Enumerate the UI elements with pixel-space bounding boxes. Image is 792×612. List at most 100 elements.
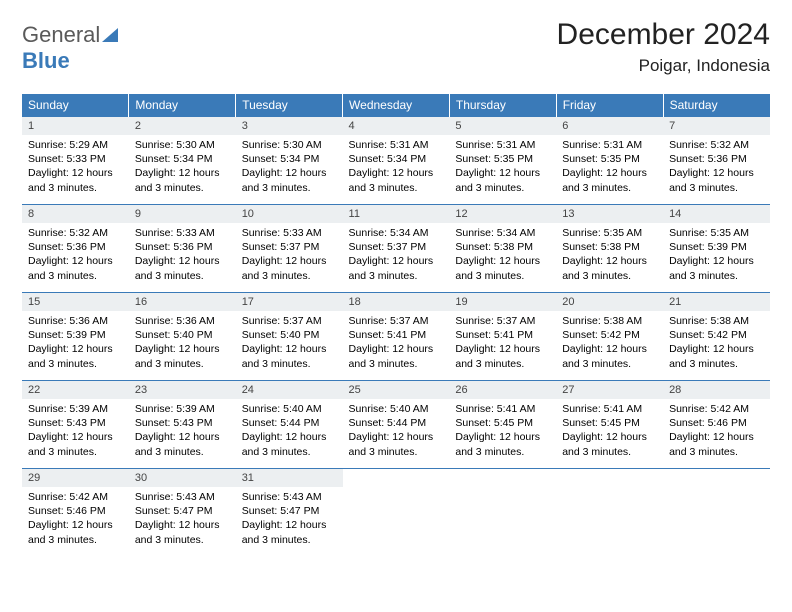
- day-content: Sunrise: 5:41 AMSunset: 5:45 PMDaylight:…: [556, 399, 663, 463]
- sunrise-line: Sunrise: 5:37 AM: [349, 314, 444, 328]
- daylight-line: Daylight: 12 hours and 3 minutes.: [242, 430, 337, 458]
- daylight-line: Daylight: 12 hours and 3 minutes.: [242, 254, 337, 282]
- daylight-line: Daylight: 12 hours and 3 minutes.: [242, 342, 337, 370]
- calendar-cell: 26Sunrise: 5:41 AMSunset: 5:45 PMDayligh…: [449, 381, 556, 469]
- day-number: 27: [556, 381, 663, 399]
- calendar-cell: [556, 469, 663, 557]
- calendar-cell: 30Sunrise: 5:43 AMSunset: 5:47 PMDayligh…: [129, 469, 236, 557]
- day-number: 1: [22, 117, 129, 135]
- daylight-line: Daylight: 12 hours and 3 minutes.: [669, 254, 764, 282]
- sunset-line: Sunset: 5:43 PM: [135, 416, 230, 430]
- sunset-line: Sunset: 5:39 PM: [28, 328, 123, 342]
- sunrise-line: Sunrise: 5:40 AM: [242, 402, 337, 416]
- day-number: 14: [663, 205, 770, 223]
- calendar-cell: 15Sunrise: 5:36 AMSunset: 5:39 PMDayligh…: [22, 293, 129, 381]
- daylight-line: Daylight: 12 hours and 3 minutes.: [135, 430, 230, 458]
- day-content: Sunrise: 5:39 AMSunset: 5:43 PMDaylight:…: [129, 399, 236, 463]
- sunset-line: Sunset: 5:45 PM: [562, 416, 657, 430]
- sunset-line: Sunset: 5:37 PM: [349, 240, 444, 254]
- daylight-line: Daylight: 12 hours and 3 minutes.: [242, 518, 337, 546]
- day-content: Sunrise: 5:39 AMSunset: 5:43 PMDaylight:…: [22, 399, 129, 463]
- daylight-line: Daylight: 12 hours and 3 minutes.: [455, 166, 550, 194]
- calendar-cell: [449, 469, 556, 557]
- day-number: 15: [22, 293, 129, 311]
- day-content: Sunrise: 5:43 AMSunset: 5:47 PMDaylight:…: [129, 487, 236, 551]
- day-content: Sunrise: 5:40 AMSunset: 5:44 PMDaylight:…: [343, 399, 450, 463]
- sunset-line: Sunset: 5:36 PM: [669, 152, 764, 166]
- day-number: 25: [343, 381, 450, 399]
- day-number: 11: [343, 205, 450, 223]
- sunrise-line: Sunrise: 5:31 AM: [349, 138, 444, 152]
- day-number: 6: [556, 117, 663, 135]
- calendar-cell: 3Sunrise: 5:30 AMSunset: 5:34 PMDaylight…: [236, 117, 343, 205]
- sunset-line: Sunset: 5:34 PM: [349, 152, 444, 166]
- sunset-line: Sunset: 5:41 PM: [455, 328, 550, 342]
- weekday-monday: Monday: [129, 94, 236, 117]
- daylight-line: Daylight: 12 hours and 3 minutes.: [669, 166, 764, 194]
- day-content: Sunrise: 5:33 AMSunset: 5:36 PMDaylight:…: [129, 223, 236, 287]
- calendar-cell: 7Sunrise: 5:32 AMSunset: 5:36 PMDaylight…: [663, 117, 770, 205]
- day-number: 10: [236, 205, 343, 223]
- calendar-cell: 28Sunrise: 5:42 AMSunset: 5:46 PMDayligh…: [663, 381, 770, 469]
- daylight-line: Daylight: 12 hours and 3 minutes.: [28, 166, 123, 194]
- day-content: Sunrise: 5:34 AMSunset: 5:37 PMDaylight:…: [343, 223, 450, 287]
- calendar-cell: 12Sunrise: 5:34 AMSunset: 5:38 PMDayligh…: [449, 205, 556, 293]
- header: General Blue December 2024 Poigar, Indon…: [22, 18, 770, 76]
- sunrise-line: Sunrise: 5:43 AM: [242, 490, 337, 504]
- daylight-line: Daylight: 12 hours and 3 minutes.: [455, 254, 550, 282]
- daylight-line: Daylight: 12 hours and 3 minutes.: [28, 254, 123, 282]
- day-number: 26: [449, 381, 556, 399]
- day-content: Sunrise: 5:38 AMSunset: 5:42 PMDaylight:…: [556, 311, 663, 375]
- daylight-line: Daylight: 12 hours and 3 minutes.: [455, 342, 550, 370]
- sunrise-line: Sunrise: 5:38 AM: [669, 314, 764, 328]
- sunset-line: Sunset: 5:43 PM: [28, 416, 123, 430]
- daylight-line: Daylight: 12 hours and 3 minutes.: [562, 254, 657, 282]
- sunrise-line: Sunrise: 5:34 AM: [455, 226, 550, 240]
- calendar-row: 29Sunrise: 5:42 AMSunset: 5:46 PMDayligh…: [22, 469, 770, 557]
- sunrise-line: Sunrise: 5:34 AM: [349, 226, 444, 240]
- day-content: Sunrise: 5:32 AMSunset: 5:36 PMDaylight:…: [22, 223, 129, 287]
- day-content: Sunrise: 5:42 AMSunset: 5:46 PMDaylight:…: [663, 399, 770, 463]
- sunrise-line: Sunrise: 5:39 AM: [135, 402, 230, 416]
- daylight-line: Daylight: 12 hours and 3 minutes.: [349, 430, 444, 458]
- sunrise-line: Sunrise: 5:32 AM: [669, 138, 764, 152]
- sunrise-line: Sunrise: 5:35 AM: [669, 226, 764, 240]
- day-content: Sunrise: 5:36 AMSunset: 5:40 PMDaylight:…: [129, 311, 236, 375]
- weekday-friday: Friday: [556, 94, 663, 117]
- day-content: Sunrise: 5:35 AMSunset: 5:38 PMDaylight:…: [556, 223, 663, 287]
- day-number: 30: [129, 469, 236, 487]
- calendar-cell: [343, 469, 450, 557]
- day-content: Sunrise: 5:43 AMSunset: 5:47 PMDaylight:…: [236, 487, 343, 551]
- daylight-line: Daylight: 12 hours and 3 minutes.: [349, 166, 444, 194]
- day-number: 13: [556, 205, 663, 223]
- calendar-cell: 6Sunrise: 5:31 AMSunset: 5:35 PMDaylight…: [556, 117, 663, 205]
- day-content: Sunrise: 5:37 AMSunset: 5:41 PMDaylight:…: [449, 311, 556, 375]
- daylight-line: Daylight: 12 hours and 3 minutes.: [669, 430, 764, 458]
- sunrise-line: Sunrise: 5:40 AM: [349, 402, 444, 416]
- calendar-cell: 8Sunrise: 5:32 AMSunset: 5:36 PMDaylight…: [22, 205, 129, 293]
- calendar-cell: 23Sunrise: 5:39 AMSunset: 5:43 PMDayligh…: [129, 381, 236, 469]
- day-number: 19: [449, 293, 556, 311]
- day-number: 29: [22, 469, 129, 487]
- sunset-line: Sunset: 5:44 PM: [349, 416, 444, 430]
- title-block: December 2024 Poigar, Indonesia: [557, 18, 770, 76]
- sunrise-line: Sunrise: 5:31 AM: [455, 138, 550, 152]
- sunrise-line: Sunrise: 5:30 AM: [242, 138, 337, 152]
- day-content: Sunrise: 5:41 AMSunset: 5:45 PMDaylight:…: [449, 399, 556, 463]
- weekday-header-row: Sunday Monday Tuesday Wednesday Thursday…: [22, 94, 770, 117]
- sunrise-line: Sunrise: 5:41 AM: [562, 402, 657, 416]
- daylight-line: Daylight: 12 hours and 3 minutes.: [349, 342, 444, 370]
- daylight-line: Daylight: 12 hours and 3 minutes.: [562, 166, 657, 194]
- sunset-line: Sunset: 5:33 PM: [28, 152, 123, 166]
- day-number: 18: [343, 293, 450, 311]
- sunrise-line: Sunrise: 5:38 AM: [562, 314, 657, 328]
- day-content: Sunrise: 5:31 AMSunset: 5:35 PMDaylight:…: [449, 135, 556, 199]
- day-number: 17: [236, 293, 343, 311]
- daylight-line: Daylight: 12 hours and 3 minutes.: [135, 518, 230, 546]
- sunrise-line: Sunrise: 5:43 AM: [135, 490, 230, 504]
- day-content: Sunrise: 5:35 AMSunset: 5:39 PMDaylight:…: [663, 223, 770, 287]
- weekday-sunday: Sunday: [22, 94, 129, 117]
- sunrise-line: Sunrise: 5:42 AM: [669, 402, 764, 416]
- sunrise-line: Sunrise: 5:31 AM: [562, 138, 657, 152]
- daylight-line: Daylight: 12 hours and 3 minutes.: [669, 342, 764, 370]
